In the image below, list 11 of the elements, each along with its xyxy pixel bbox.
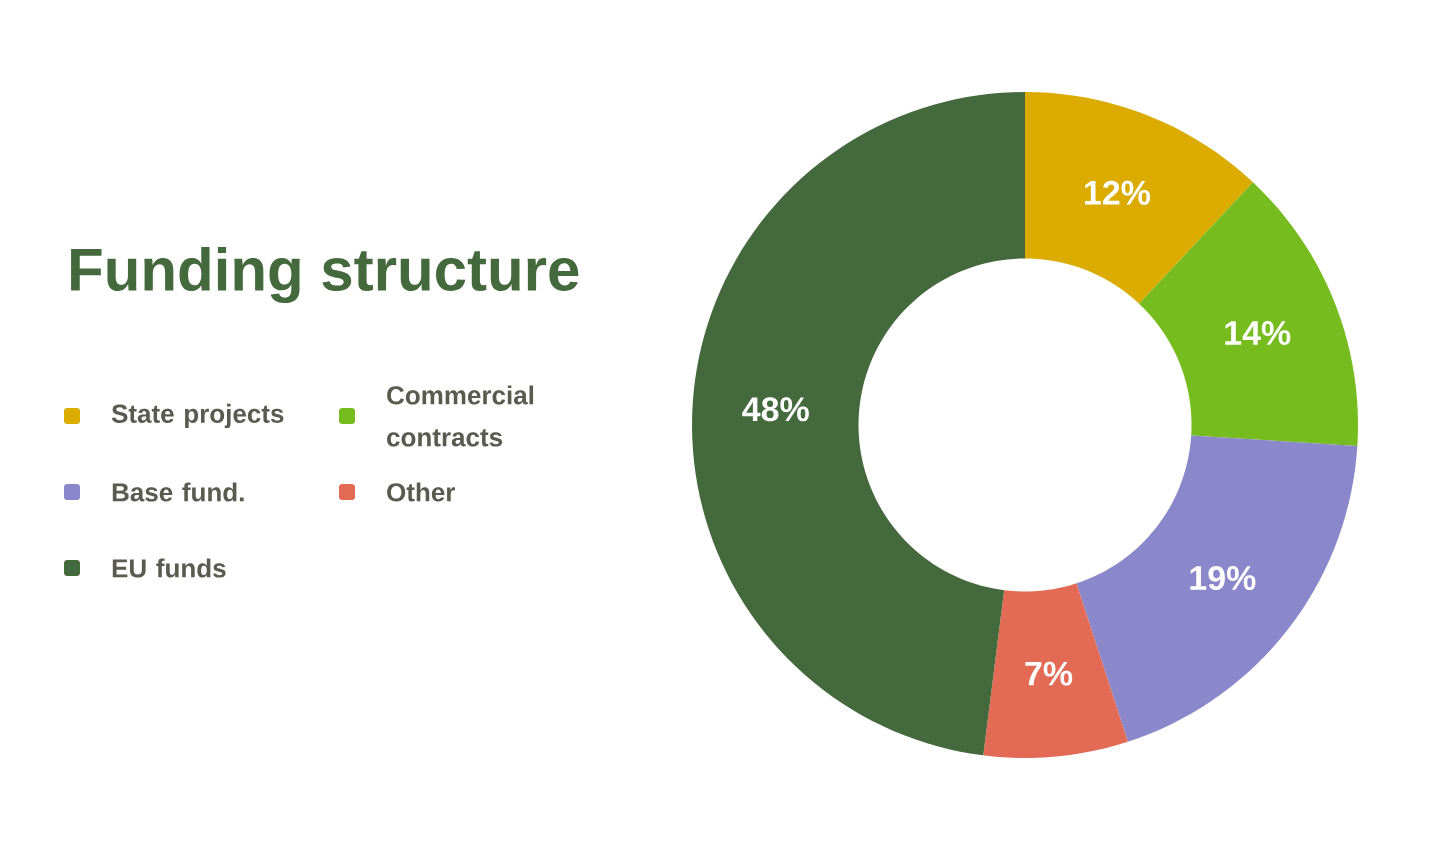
legend-label: State projects [111,403,284,429]
legend-label: Commercial contracts [387,385,534,447]
data-label: 7% [1025,661,1073,686]
legend-label: EU funds [112,558,226,578]
text: Funding structure [71,246,579,304]
data-label: 14% [1225,321,1291,346]
legend-label: Other [387,482,456,502]
data-label: 19% [1190,566,1256,591]
data-label: 12% [1085,180,1151,205]
data-label: 48% [742,397,809,422]
legend-label: Base fund. [112,482,244,502]
